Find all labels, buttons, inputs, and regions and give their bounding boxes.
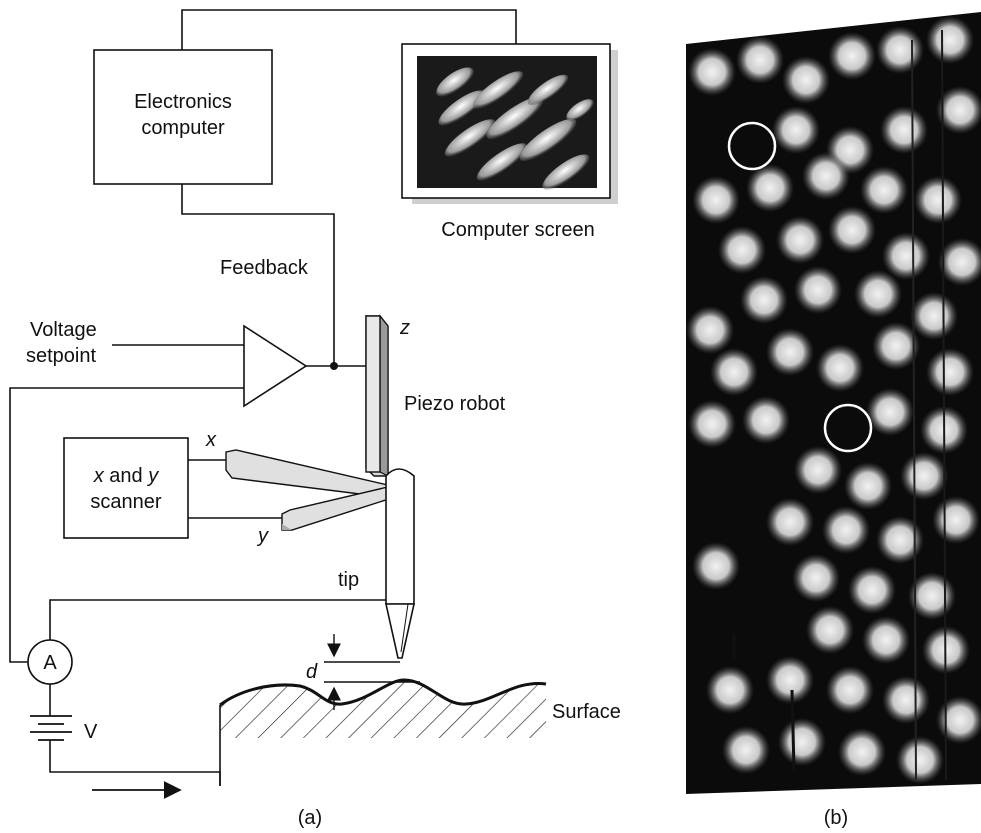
top-connection-wire: [181, 9, 517, 50]
atom-blob: [686, 306, 734, 354]
atom-blob: [710, 348, 758, 396]
surface: Surface: [219, 678, 621, 786]
atom-blob: [896, 736, 944, 784]
atom-blob: [854, 270, 902, 318]
ammeter-feedback-wire: [9, 387, 244, 663]
atom-blob: [876, 516, 924, 564]
atom-blob: [866, 388, 914, 436]
panel-b: (b): [686, 12, 981, 829]
atom-blob: [766, 328, 814, 376]
atom-blob: [706, 666, 754, 714]
atom-blob: [766, 656, 814, 704]
atom-blob: [938, 238, 981, 286]
atom-blob: [860, 166, 908, 214]
screen-ridges-image: [436, 67, 594, 190]
feedback-label: Feedback: [220, 257, 309, 279]
tip: [385, 468, 415, 659]
atom-blob: [722, 726, 770, 774]
atom-blob: [776, 216, 824, 264]
atom-blob: [828, 32, 876, 80]
atom-blob: [794, 266, 842, 314]
atom-blob: [688, 400, 736, 448]
atom-blob: [926, 16, 974, 64]
atom-blob: [872, 322, 920, 370]
atom-blob: [816, 344, 864, 392]
y-axis-label: y: [256, 525, 269, 547]
atom-blob: [692, 176, 740, 224]
atom-blob: [844, 462, 892, 510]
atom-blob: [926, 348, 974, 396]
ammeter-label: A: [43, 652, 57, 674]
atom-blob: [772, 106, 820, 154]
atom-blob: [806, 606, 854, 654]
voltage-source: V: [30, 684, 221, 786]
atom-blob: [936, 86, 981, 134]
tip-current-wire: [49, 599, 386, 640]
atom-blob: [828, 206, 876, 254]
panel-b-caption: (b): [824, 807, 848, 828]
voltage-setpoint-label-line2: setpoint: [26, 345, 96, 367]
scan-artifact-line: [790, 689, 796, 771]
panel-a: Electronics computer Computer screen: [9, 9, 621, 829]
surface-label: Surface: [552, 701, 621, 723]
atom-blob: [782, 56, 830, 104]
amplifier-triangle: [243, 324, 308, 408]
atom-blob: [742, 396, 790, 444]
voltage-label: V: [84, 721, 98, 743]
atom-blob: [932, 496, 980, 544]
atom-blob: [736, 36, 784, 84]
voltage-setpoint-label-line1: Voltage: [30, 319, 97, 341]
junction-dot: [330, 362, 338, 370]
ammeter: A: [27, 639, 73, 685]
tip-label: tip: [338, 569, 359, 591]
scanner-label-line1: x and y: [93, 465, 159, 487]
atom-blob: [822, 506, 870, 554]
atom-blob: [766, 498, 814, 546]
atom-blob: [838, 728, 886, 776]
piezo-robot: [365, 314, 389, 477]
atom-blob: [848, 566, 896, 614]
vacancy-circle: [823, 403, 873, 453]
scanner-label-line2: scanner: [90, 491, 161, 513]
atom-blob: [880, 106, 928, 154]
electronics-label-line1: Electronics: [134, 91, 232, 113]
atom-blob: [688, 48, 736, 96]
atom-blob: [910, 292, 958, 340]
atom-blob: [826, 666, 874, 714]
atom-blob: [882, 232, 930, 280]
panel-a-caption: (a): [298, 807, 322, 828]
x-axis-label: x: [205, 429, 217, 451]
computer-screen-label: Computer screen: [441, 219, 594, 241]
atom-blob: [936, 696, 981, 744]
atom-blob: [692, 542, 740, 590]
computer-screen: Computer screen: [401, 43, 618, 241]
atom-blob: [792, 554, 840, 602]
scan-artifact-line: [941, 29, 947, 781]
atom-blob: [778, 718, 826, 766]
atom-blob: [914, 176, 962, 224]
atom-blob: [746, 164, 794, 212]
electronics-label-line2: computer: [141, 117, 225, 139]
atom-blob: [862, 616, 910, 664]
atom-blob: [882, 676, 930, 724]
vacancy-circle: [727, 121, 777, 171]
electronics-computer-box: Electronics computer: [93, 49, 273, 185]
scan-artifact-line: [911, 39, 917, 781]
atom-blob: [718, 226, 766, 274]
atom-blob: [900, 452, 948, 500]
stm-atom-image: [686, 16, 981, 784]
atom-blob: [802, 152, 850, 200]
feedback-wire: [181, 184, 335, 366]
atom-blob: [876, 26, 924, 74]
xy-scanner-box: x and y scanner: [63, 437, 189, 539]
atom-blob: [740, 276, 788, 324]
atom-blob: [794, 446, 842, 494]
piezo-robot-label: Piezo robot: [404, 393, 506, 415]
gap-distance-label: d: [306, 661, 318, 683]
z-axis-label: z: [399, 317, 410, 339]
